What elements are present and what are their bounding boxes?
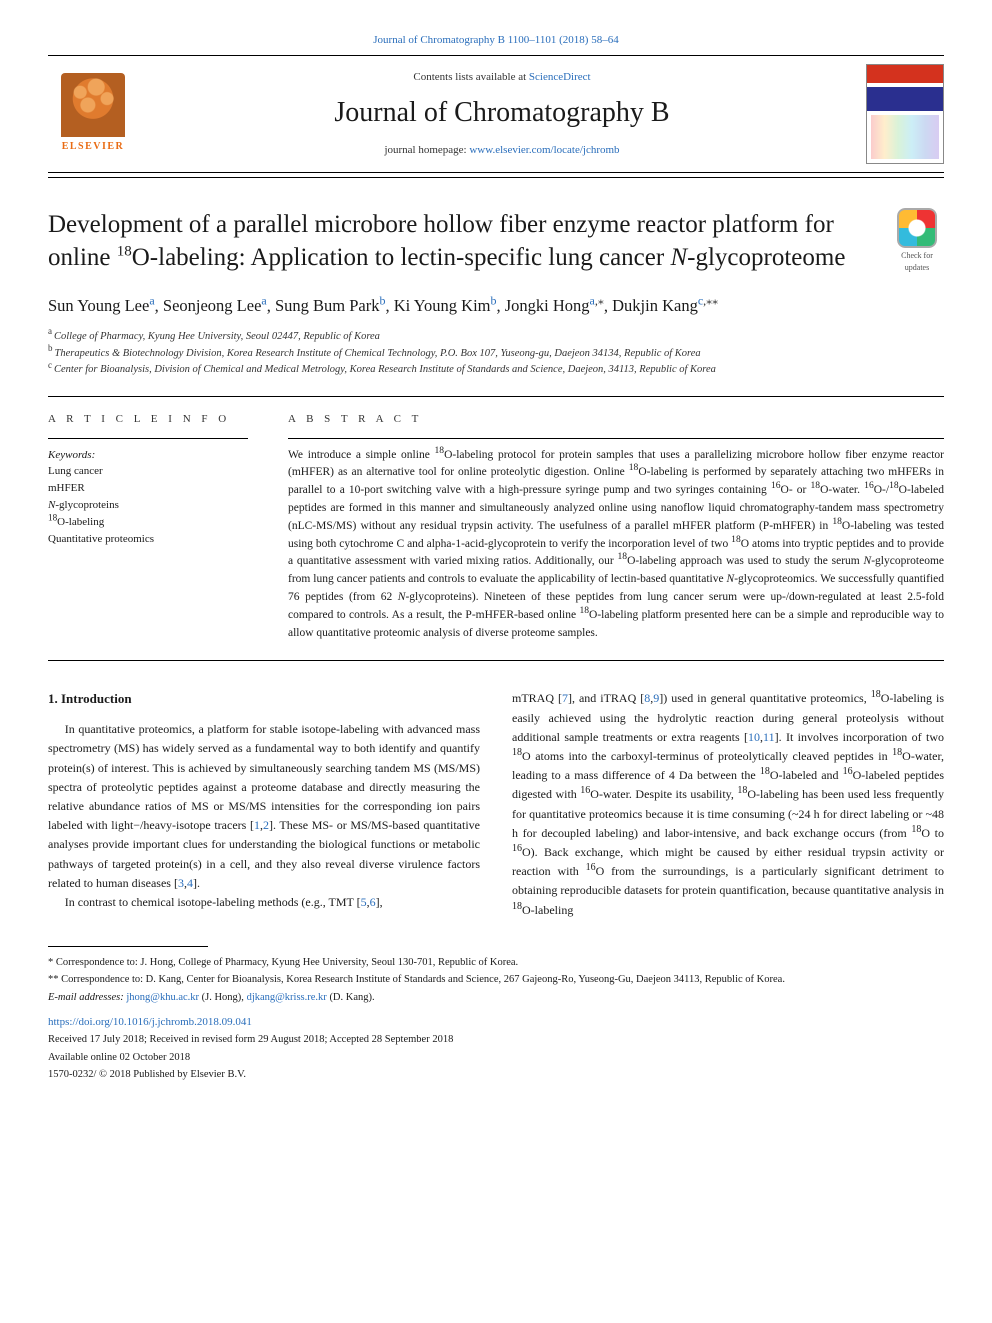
running-head-link[interactable]: Journal of Chromatography B 1100–1101 (2… xyxy=(373,34,618,46)
citation-link[interactable]: 10 xyxy=(748,730,760,744)
affiliation: cCenter for Bioanalysis, Division of Che… xyxy=(48,362,944,378)
email-line: E-mail addresses: jhong@khu.ac.kr (J. Ho… xyxy=(48,990,944,1006)
running-head: Journal of Chromatography B 1100–1101 (2… xyxy=(48,32,944,49)
email-link[interactable]: djkang@kriss.re.kr xyxy=(247,992,327,1003)
body-paragraph: mTRAQ [7], and iTRAQ [8,9]) used in gene… xyxy=(512,689,944,919)
journal-cover-thumb xyxy=(866,64,944,164)
keyword: Quantitative proteomics xyxy=(48,531,248,548)
article-history: Received 17 July 2018; Received in revis… xyxy=(48,1032,944,1048)
author: Jongki Honga,⁎ xyxy=(505,296,604,315)
citation-link[interactable]: 6 xyxy=(370,895,376,909)
author: Ki Young Kimb xyxy=(394,296,497,315)
body-rule xyxy=(48,660,944,661)
body-paragraph: In quantitative proteomics, a platform f… xyxy=(48,720,480,893)
keywords-label: Keywords: xyxy=(48,447,248,464)
citation-link[interactable]: 3 xyxy=(178,876,184,890)
journal-homepage-link[interactable]: www.elsevier.com/locate/jchromb xyxy=(469,144,619,156)
citation-link[interactable]: 8 xyxy=(644,691,650,705)
contents-available-line: Contents lists available at ScienceDirec… xyxy=(138,69,866,86)
check-updates-icon xyxy=(897,208,937,248)
masthead: ELSEVIER Contents lists available at Sci… xyxy=(48,55,944,173)
author: Dukjin Kangc,⁎⁎ xyxy=(612,296,718,315)
citation-link[interactable]: 1 xyxy=(254,818,260,832)
journal-homepage-line: journal homepage: www.elsevier.com/locat… xyxy=(138,142,866,159)
footnotes: * Correspondence to: J. Hong, College of… xyxy=(48,955,944,1006)
email-link[interactable]: jhong@khu.ac.kr xyxy=(126,992,199,1003)
affiliations: aCollege of Pharmacy, Kyung Hee Universi… xyxy=(48,329,944,378)
author: Sun Young Leea xyxy=(48,296,155,315)
section-rule xyxy=(48,396,944,397)
keywords-list: Lung cancermHFERN-glycoproteins18O-label… xyxy=(48,463,248,548)
citation-link[interactable]: 7 xyxy=(562,691,568,705)
section-heading: 1. Introduction xyxy=(48,689,480,710)
correspondence-note: * Correspondence to: J. Hong, College of… xyxy=(48,955,944,971)
citation-link[interactable]: 4 xyxy=(187,876,193,890)
sciencedirect-link[interactable]: ScienceDirect xyxy=(529,71,591,83)
doi-link[interactable]: https://doi.org/10.1016/j.jchromb.2018.0… xyxy=(48,1014,944,1031)
article-info-heading: A R T I C L E I N F O xyxy=(48,411,248,428)
publisher-name: ELSEVIER xyxy=(62,139,125,154)
elsevier-tree-icon xyxy=(61,73,125,137)
abstract-rule xyxy=(288,438,944,439)
article-title: Development of a parallel microbore holl… xyxy=(48,208,872,274)
available-online: Available online 02 October 2018 xyxy=(48,1050,944,1066)
copyright-line: 1570-0232/ © 2018 Published by Elsevier … xyxy=(48,1067,944,1083)
author: Sung Bum Parkb xyxy=(275,296,386,315)
correspondence-note: ** Correspondence to: D. Kang, Center fo… xyxy=(48,972,944,988)
citation-link[interactable]: 2 xyxy=(263,818,269,832)
keyword: 18O-labeling xyxy=(48,514,248,531)
article-body: 1. Introduction In quantitative proteomi… xyxy=(48,689,944,919)
keyword: N-glycoproteins xyxy=(48,497,248,514)
keyword: mHFER xyxy=(48,480,248,497)
masthead-rule xyxy=(48,177,944,178)
citation-link[interactable]: 9 xyxy=(653,691,659,705)
abstract-text: We introduce a simple online 18O-labelin… xyxy=(288,447,944,643)
affiliation: bTherapeutics & Biotechnology Division, … xyxy=(48,346,944,362)
citation-link[interactable]: 5 xyxy=(361,895,367,909)
keyword-rule xyxy=(48,438,248,439)
keyword: Lung cancer xyxy=(48,463,248,480)
footnote-rule xyxy=(48,946,208,947)
author-list: Sun Young Leea, Seonjeong Leea, Sung Bum… xyxy=(48,292,944,319)
affiliation: aCollege of Pharmacy, Kyung Hee Universi… xyxy=(48,329,944,345)
body-paragraph: In contrast to chemical isotope-labeling… xyxy=(48,893,480,912)
publisher-logo: ELSEVIER xyxy=(48,73,138,154)
abstract-heading: A B S T R A C T xyxy=(288,411,944,428)
citation-link[interactable]: 11 xyxy=(763,730,775,744)
author: Seonjeong Leea xyxy=(163,296,267,315)
journal-name: Journal of Chromatography B xyxy=(138,92,866,134)
check-for-updates-button[interactable]: Check for updates xyxy=(890,208,944,274)
